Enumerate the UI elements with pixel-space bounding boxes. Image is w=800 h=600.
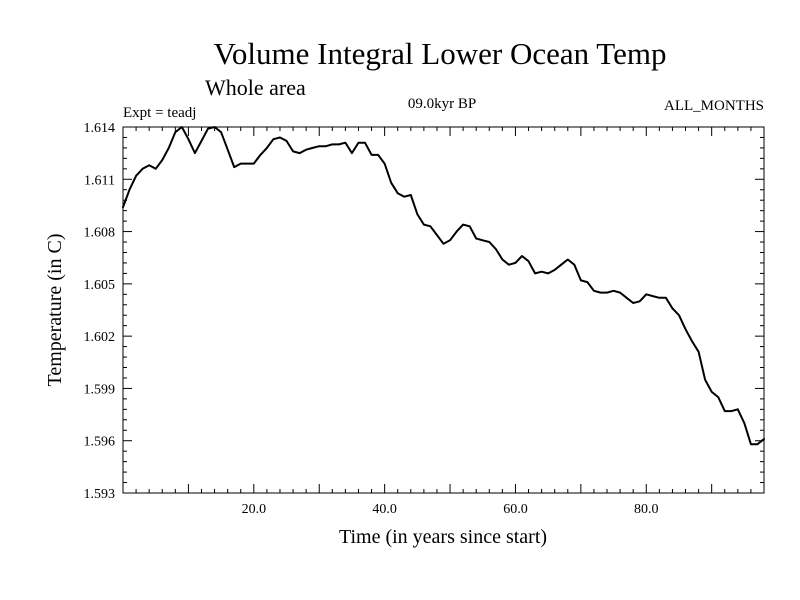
y-tick-label: 1.602 [84,330,116,345]
y-tick-label: 1.596 [84,435,116,450]
x-tick-label: 60.0 [503,502,528,517]
x-tick-label: 20.0 [242,502,267,517]
chart-title: Volume Integral Lower Ocean Temp [214,36,667,71]
axis-ticks [123,127,764,493]
period-label: 09.0kyr BP [408,96,476,112]
chart-subtitle: Whole area [205,75,306,100]
x-tick-label: 40.0 [372,502,397,517]
months-label: ALL_MONTHS [664,98,764,114]
x-axis-label: Time (in years since start) [339,526,547,548]
experiment-label: Expt = teadj [123,105,196,121]
y-axis-label: Temperature (in C) [44,234,66,387]
plot-frame [122,126,765,494]
y-tick-label: 1.605 [84,278,116,293]
y-tick-label: 1.611 [84,173,115,188]
temperature-series-line [122,126,765,446]
x-tick-label: 80.0 [634,502,659,517]
y-tick-label: 1.593 [84,487,116,502]
y-tick-label: 1.614 [84,121,116,136]
y-tick-label: 1.608 [84,226,116,241]
axis-tick-labels: 20.0 40.0 60.0 80.0 1.593 1.596 1.599 1.602 1.60… [84,121,659,517]
y-tick-label: 1.599 [84,382,116,397]
